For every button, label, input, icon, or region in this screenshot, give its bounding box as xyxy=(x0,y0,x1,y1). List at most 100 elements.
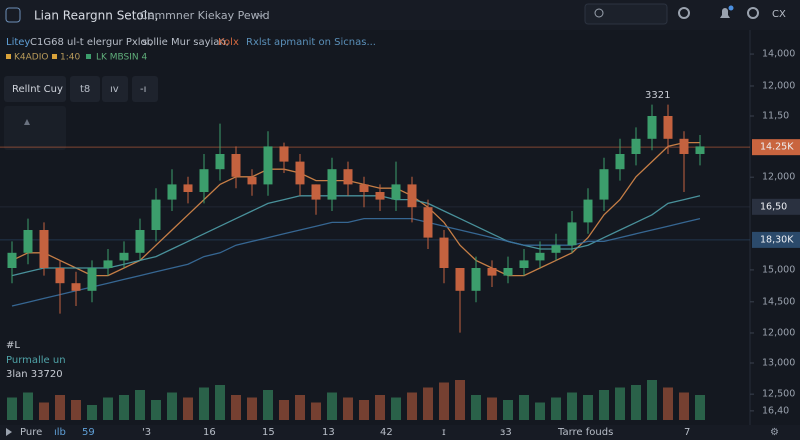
candle-body xyxy=(567,222,577,246)
logo xyxy=(5,7,21,23)
volume-bar xyxy=(439,382,449,420)
volume-bar xyxy=(183,397,193,420)
volume-bar xyxy=(279,400,289,420)
footer-label: Tarre fouds xyxy=(557,427,613,438)
peak-annotation: 3321 xyxy=(645,90,670,101)
toolbar-button[interactable] xyxy=(132,76,158,102)
y-tick-label: 16,40 xyxy=(762,405,789,416)
toolbar-button[interactable] xyxy=(102,76,128,102)
candle-body xyxy=(631,138,641,154)
bell-icon[interactable] xyxy=(720,8,730,18)
footer-label: 15 xyxy=(262,427,275,438)
volume-bar xyxy=(535,402,545,420)
candle-body xyxy=(551,245,561,253)
volume-bar xyxy=(487,397,497,420)
toolbar-button[interactable] xyxy=(70,76,100,102)
volume-bar xyxy=(343,397,353,420)
volume-bar xyxy=(247,397,257,420)
toolbar-label: ıv xyxy=(110,84,119,95)
volume-bar xyxy=(471,395,481,420)
moving-average xyxy=(11,195,701,277)
gear-icon[interactable] xyxy=(747,7,759,19)
volume-bar xyxy=(375,395,385,420)
footer-label: ɜ3 xyxy=(500,427,512,438)
candle-body xyxy=(23,230,33,253)
volume-bar xyxy=(695,395,705,420)
footer-label: 13 xyxy=(322,427,335,438)
footer-icon[interactable]: ⚙ xyxy=(770,427,779,438)
left-annotation: Purmalle un xyxy=(6,355,66,366)
volume-bar xyxy=(327,392,337,420)
volume-bar xyxy=(359,400,369,420)
notification-dot xyxy=(728,5,734,11)
volume-bar xyxy=(7,397,17,420)
candle-body xyxy=(55,268,65,284)
footer-label: ɪ xyxy=(442,427,446,438)
volume-bar xyxy=(151,400,161,420)
indicator: LK MBSIN 4 xyxy=(96,53,148,63)
candle-body xyxy=(519,260,529,268)
volume-bar xyxy=(583,395,593,420)
dropdown-icon[interactable] xyxy=(256,12,266,18)
candle-body xyxy=(407,184,417,208)
bottom-bar xyxy=(0,425,800,440)
volume-bar xyxy=(263,390,273,420)
volume-bar xyxy=(519,395,529,420)
volume-bar xyxy=(23,392,33,420)
footer-label: Pure xyxy=(20,427,42,438)
candle-body xyxy=(615,154,625,170)
candle-body xyxy=(647,116,657,139)
candle-body xyxy=(135,230,145,253)
candle-body xyxy=(215,154,225,170)
candle-body xyxy=(599,169,609,200)
volume-bar xyxy=(199,387,209,420)
info-highlight: Kolx xyxy=(218,37,239,48)
candle-body xyxy=(311,184,321,200)
title: Lian Reargnn Setoln, xyxy=(34,9,159,23)
volume-bar xyxy=(231,395,241,420)
play-icon[interactable] xyxy=(6,428,12,436)
candle-body xyxy=(247,176,257,185)
price-tag-label: 16,50 xyxy=(760,201,787,212)
toolbar-label: t8 xyxy=(80,84,90,95)
volume-bar xyxy=(39,402,49,420)
volume-bar xyxy=(55,395,65,420)
y-tick-label: 12,000 xyxy=(762,80,795,91)
y-tick-label: 12,000 xyxy=(762,327,795,338)
volume-bar xyxy=(551,397,561,420)
price-tag xyxy=(752,231,800,248)
y-tick-label: 14,000 xyxy=(762,49,795,60)
volume-bar xyxy=(503,400,513,420)
volume-bar xyxy=(71,400,81,420)
footer-label: ılb xyxy=(54,427,66,438)
settings-icon[interactable] xyxy=(678,7,690,19)
footer-label: 7 xyxy=(684,427,690,438)
candle-body xyxy=(695,146,705,154)
candle-body xyxy=(7,252,17,268)
indicator-swatch xyxy=(86,54,91,59)
candle-body xyxy=(471,268,481,291)
price-tag xyxy=(752,198,800,215)
price-tag-label: 14.25K xyxy=(760,142,794,153)
moving-average xyxy=(11,217,701,307)
footer-label: '3 xyxy=(142,427,151,438)
toolbar-button[interactable] xyxy=(4,76,66,102)
volume-bar xyxy=(391,397,401,420)
candle-body xyxy=(167,184,177,200)
candle-body xyxy=(263,146,273,185)
candle-body xyxy=(679,138,689,154)
footer-label: 16 xyxy=(203,427,216,438)
subtitle: Cemmner Kiekay Pewid xyxy=(140,9,270,22)
close-label[interactable]: CX xyxy=(772,9,786,20)
toolbar-label: Rellnt Cuy xyxy=(12,84,63,95)
search-box[interactable] xyxy=(584,3,668,25)
candle-body xyxy=(439,237,449,268)
candle-body xyxy=(279,146,289,162)
volume-bar xyxy=(87,405,97,420)
moving-average xyxy=(11,141,700,277)
volume-bar xyxy=(295,395,305,420)
panel-icon xyxy=(24,119,30,125)
candle-body xyxy=(119,252,129,261)
info-symbol: Litey xyxy=(6,37,30,48)
